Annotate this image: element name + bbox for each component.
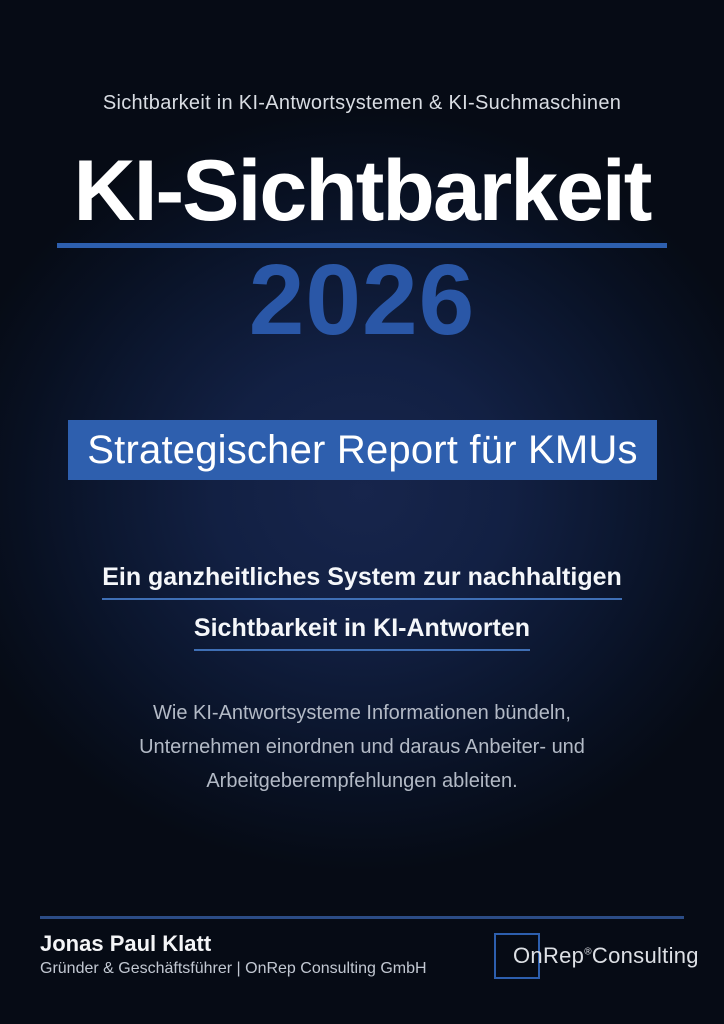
logo-square-frame (494, 933, 540, 979)
description-line: Arbeitgeberempfehlungen ableiten. (206, 770, 518, 792)
subtitle-line-text: Ein ganzheitliches System zur nachhaltig… (102, 563, 622, 600)
logo-suffix: Consulting (591, 943, 699, 968)
banner-label: Strategischer Report für KMUs (87, 427, 638, 472)
title-underline (57, 243, 667, 248)
subtitle-line: Ein ganzheitliches System zur nachhaltig… (0, 563, 724, 600)
subtitle-line-text: Sichtbarkeit in KI-Antworten (193, 614, 531, 651)
report-type-banner: Strategischer Report für KMUs (68, 420, 657, 480)
year-text: 2026 (248, 244, 476, 356)
description-line: Wie KI-Antwortsysteme Informationen bünd… (153, 702, 571, 724)
logo-brand: OnRep (513, 943, 585, 968)
page-title: KI-Sichtbarkeit (73, 143, 653, 239)
description-line: Unternehmen einordnen und daraus Anbeite… (139, 736, 585, 758)
logo-text: OnRep®Consulting (513, 943, 699, 969)
author-name: Jonas Paul Klatt (40, 931, 212, 956)
author-role: Gründer & Geschäftsführer | OnRep Consul… (40, 960, 427, 977)
subtitle-line: Sichtbarkeit in KI-Antworten (0, 614, 724, 651)
registered-trademark-icon: ® (584, 946, 592, 958)
onrep-consulting-logo: OnRep®Consulting (494, 933, 699, 979)
footer-divider (40, 916, 684, 919)
subtitle-block: Ein ganzheitliches System zur nachhaltig… (0, 563, 724, 665)
kicker-text: Sichtbarkeit in KI-Antwortsystemen & KI-… (102, 92, 622, 114)
description-paragraph: Wie KI-Antwortsysteme Informationen bünd… (0, 696, 724, 798)
